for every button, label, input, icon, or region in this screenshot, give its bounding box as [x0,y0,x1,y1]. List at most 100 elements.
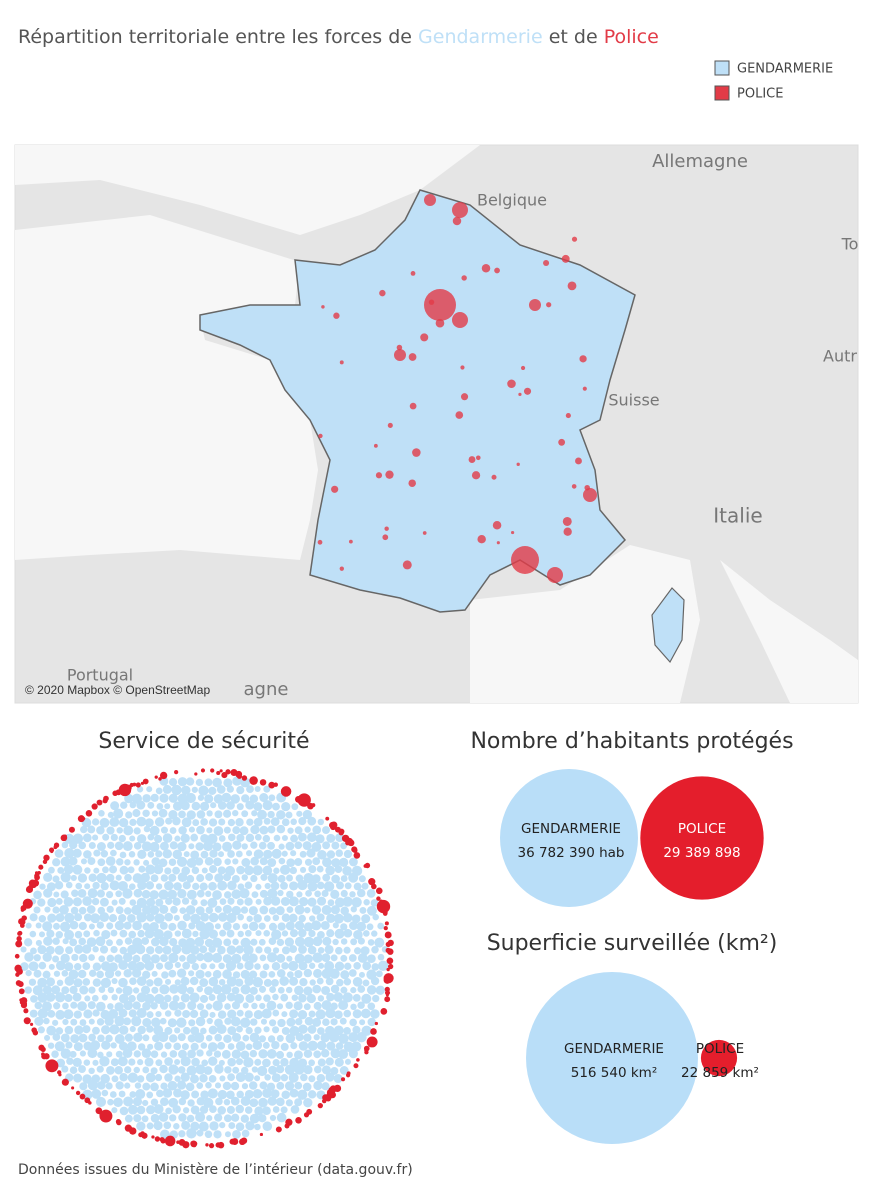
packed-circle [90,1040,101,1051]
packed-circle [276,810,286,820]
packed-circle-red [129,782,134,788]
packed-circle [191,1090,200,1099]
packed-circle [74,930,83,939]
packed-circle [272,1026,280,1034]
packed-circle [276,969,286,978]
packed-circle [33,906,41,914]
packed-circle [264,1074,271,1081]
packed-circle [123,825,134,836]
packed-circle-red [311,803,316,808]
packed-circle [289,945,298,953]
packed-circle [105,1034,113,1043]
packed-circle [263,817,271,825]
packed-circle [78,937,87,946]
packed-circle [173,914,180,921]
packed-circle [194,857,204,866]
police-zone [331,485,339,493]
packed-circle [101,1025,111,1035]
packed-circle [109,865,118,874]
packed-circle [159,984,170,995]
packed-circle [250,874,258,883]
packed-circle [45,992,56,1002]
packed-circle [330,889,340,899]
packed-circle [317,1058,326,1067]
packed-circle [75,882,83,890]
packed-circle [119,946,128,955]
packed-circle [137,929,145,938]
packed-circle [307,945,317,955]
packed-circle [204,1130,213,1139]
packed-circle [214,923,221,930]
packed-circle [28,978,37,986]
packed-circle [180,1090,190,1100]
packed-circle [169,827,177,834]
packed-circle [176,1080,187,1090]
packed-circle [353,961,361,970]
packed-circle [136,976,147,987]
packed-circle [227,818,236,827]
packed-circle [340,875,348,883]
packed-circle [290,818,297,826]
packed-circle [313,1034,320,1041]
packed-circle [164,912,174,922]
packed-circle [92,1026,100,1035]
packed-circle [60,872,71,883]
packed-circle [351,1041,362,1052]
packed-circle [57,867,65,874]
packed-circle [195,1064,206,1075]
packed-circle [96,1065,104,1073]
footer: Données issues du Ministère de l’intérie… [18,1162,413,1178]
packed-circle [198,785,209,796]
packed-circle [263,849,273,859]
packed-circle [165,897,173,905]
chart-title: Nombre d’habitants protégés [470,729,793,754]
packed-circle [95,1001,106,1012]
police-zone [477,534,486,544]
packed-circle [156,1089,164,1098]
packed-circle-red [384,931,392,939]
packed-circle [267,1096,277,1106]
packed-circle [151,970,158,977]
packed-circle [284,1081,295,1091]
packed-circle [38,961,47,970]
packed-circle [92,978,102,987]
packed-circle [232,840,242,850]
packed-circle [180,801,190,811]
police-zone [567,281,577,291]
packed-circle [149,921,159,932]
police-zone [571,484,577,489]
packed-circle [186,1128,197,1139]
packed-circle [199,978,209,988]
packed-circle [221,984,232,995]
packed-circle [185,1082,195,1092]
police-zone [382,534,389,541]
packed-circle [320,1033,330,1043]
packed-circle [240,984,251,995]
packed-circle [253,914,262,923]
police-zone [575,457,582,465]
packed-circle [214,1082,222,1089]
packed-circle [86,905,96,914]
packed-circle [190,913,201,925]
packed-circle [191,899,198,906]
police-zone [460,365,465,370]
packed-circle [268,937,277,946]
police-zone [420,333,429,342]
packed-circle [144,818,154,828]
packed-circle [188,826,195,833]
packed-circle [366,985,377,995]
packed-circle [123,1096,134,1107]
packed-circle [212,937,223,948]
packed-circle [258,1097,268,1108]
packed-circle [258,841,267,850]
packed-circle [263,785,271,793]
packed-circle [249,1113,260,1124]
title: Répartition territoriale entre les force… [18,26,659,48]
packed-circle [313,1065,322,1074]
packed-circle [338,1000,349,1011]
packed-circle [71,889,79,897]
packed-circle [82,833,92,843]
packed-circle [351,897,362,908]
packed-circle [129,1091,137,1098]
police-zone [583,488,597,502]
